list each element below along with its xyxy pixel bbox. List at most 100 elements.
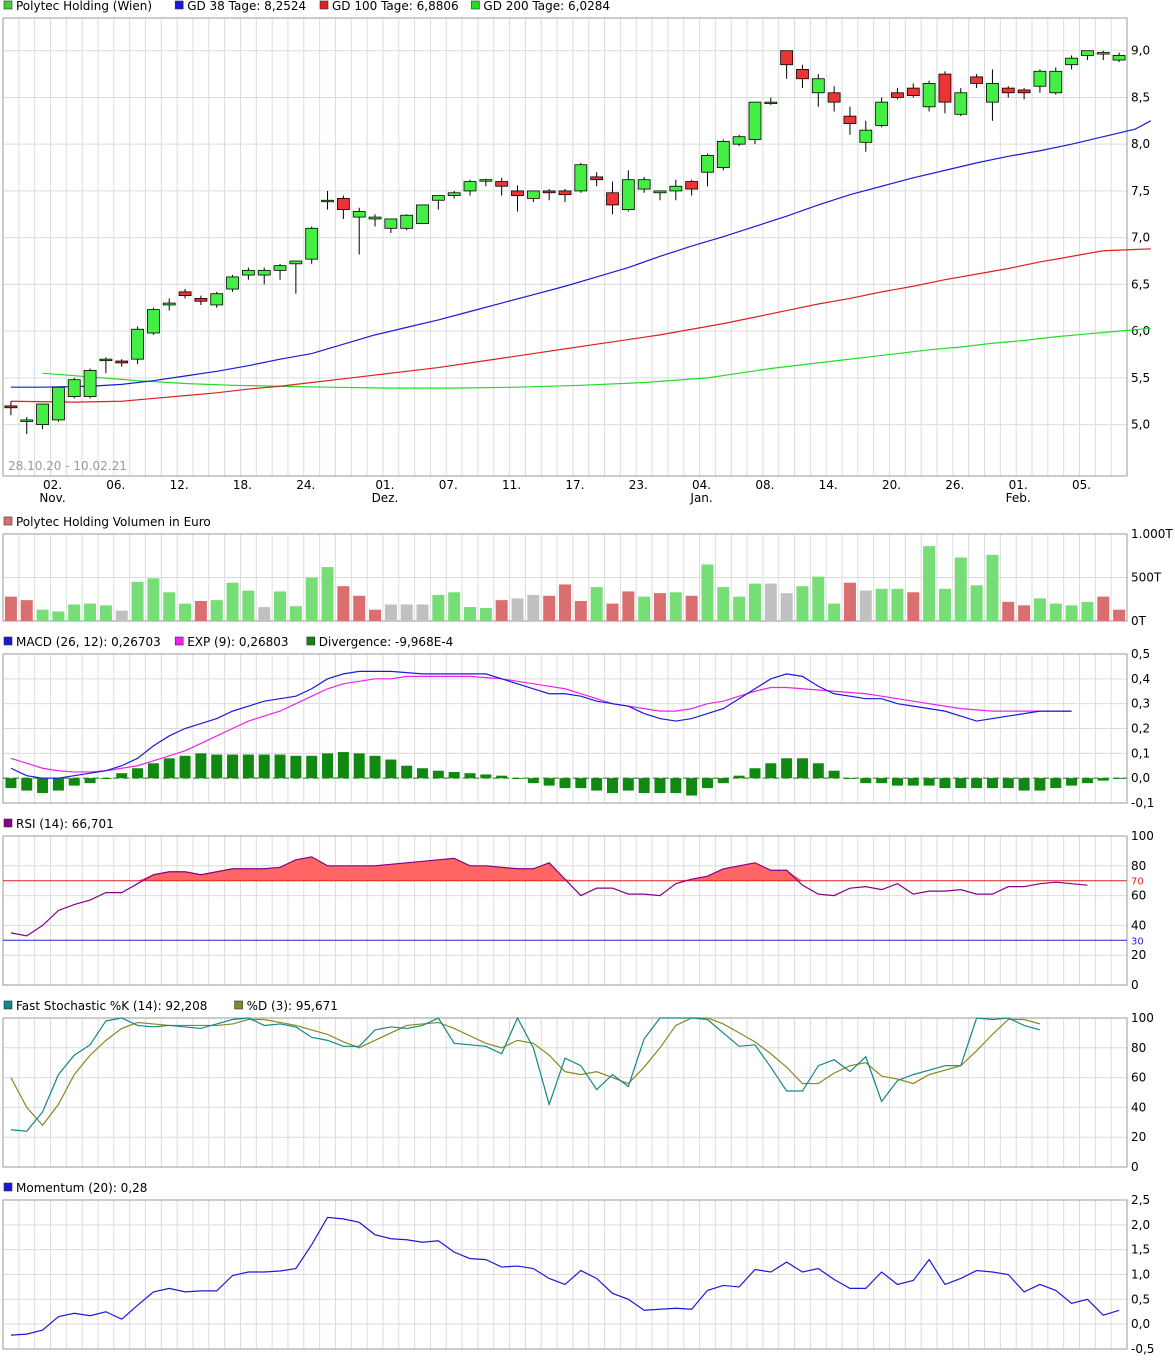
volume-bar <box>321 567 334 621</box>
xtick-month-label: Jan. <box>689 491 712 505</box>
stochastic-panel-frame <box>2 1017 1128 1168</box>
volume-bar <box>147 578 160 621</box>
candle-body <box>210 293 224 306</box>
candle-body <box>732 136 746 145</box>
candle-body <box>479 179 493 182</box>
volume-bar <box>796 586 809 621</box>
legend-swatch <box>3 0 13 10</box>
macd-ytick-label: 0,3 <box>1131 697 1150 711</box>
volume-bar <box>843 582 856 621</box>
candle-body <box>273 265 287 271</box>
divergence-bar <box>353 753 365 779</box>
divergence-bar <box>670 778 682 794</box>
stochastic-ytick-label: 80 <box>1131 1041 1146 1055</box>
price-ytick-label: 7,5 <box>1131 184 1150 198</box>
candle-body <box>305 227 319 260</box>
xtick-label: 18. <box>233 478 252 492</box>
stochastic-ytick-label: 40 <box>1131 1100 1146 1114</box>
macd-ytick-label: 0,4 <box>1131 672 1150 686</box>
momentum-ytick-label: 0,5 <box>1131 1292 1150 1306</box>
legend-swatch <box>471 0 480 10</box>
momentum-ytick-label: 1,0 <box>1131 1268 1150 1282</box>
divergence-bar <box>5 778 17 789</box>
macd-panel-border <box>2 653 1128 804</box>
price-panel-border <box>2 17 1128 477</box>
legend-label: %D (3): 95,671 <box>247 999 338 1013</box>
candle-body <box>1017 89 1031 94</box>
rsi-ytick-label: 0 <box>1131 978 1139 992</box>
volume-bar <box>337 586 350 621</box>
divergence-bar <box>860 778 872 784</box>
volume-bar <box>52 611 65 621</box>
volume-bar <box>574 600 587 621</box>
volume-bar <box>907 592 920 621</box>
candle-body <box>67 379 81 397</box>
volume-bar <box>274 591 287 621</box>
legend-label: MACD (26, 12): 0,26703 <box>16 635 161 649</box>
divergence-bar <box>227 754 239 779</box>
rsi-ytick-label: 40 <box>1131 918 1146 932</box>
divergence-bar <box>417 768 429 779</box>
xtick-label: 17. <box>565 478 584 492</box>
volume-bar <box>970 585 983 621</box>
divergence-bar <box>163 758 175 779</box>
candle-body <box>606 192 619 206</box>
divergence-bar <box>606 778 618 794</box>
gd100-line <box>10 248 1151 403</box>
candle-body <box>131 328 144 360</box>
legend-swatch <box>3 636 13 646</box>
candle-body <box>621 179 635 211</box>
divergence-bar <box>591 778 603 791</box>
legend-swatch <box>3 818 13 828</box>
candle-body <box>748 101 762 140</box>
candle-body <box>194 298 208 302</box>
divergence-bar <box>84 778 96 784</box>
volume-bar <box>194 600 207 621</box>
volume-bar <box>986 554 999 621</box>
stoch-k-line <box>10 1016 1041 1132</box>
candle-body <box>827 92 841 103</box>
volume-bar <box>748 583 761 621</box>
xtick-label: 14. <box>819 478 838 492</box>
rsi-ytick-label: 20 <box>1131 948 1146 962</box>
rsi-overbought-area <box>10 856 1088 881</box>
candle-body <box>20 419 34 422</box>
legend-swatch <box>174 636 184 646</box>
divergence-bar <box>1034 778 1046 791</box>
candle-body <box>352 211 366 218</box>
candle-body <box>99 358 113 362</box>
divergence-bar <box>401 765 413 779</box>
candle-body <box>226 276 239 290</box>
volume-bar <box>701 564 714 621</box>
legend-swatch <box>174 0 184 10</box>
candle-body <box>542 190 556 194</box>
divergence-bar <box>749 768 761 779</box>
stochastic-ytick-label: 100 <box>1131 1011 1154 1025</box>
divergence-bar <box>812 763 824 779</box>
candle-body <box>431 195 445 201</box>
volume-bar <box>448 592 461 621</box>
legend-swatch <box>319 0 329 10</box>
volume-bar <box>559 584 571 621</box>
divergence-bar <box>242 754 254 779</box>
divergence-bar <box>274 754 286 779</box>
volume-bar <box>622 591 635 621</box>
candle-body <box>336 197 350 211</box>
volume-bar <box>1081 601 1094 621</box>
divergence-bar <box>306 755 318 779</box>
xtick-label: 26. <box>945 478 964 492</box>
divergence-bar <box>527 778 539 784</box>
volume-bar <box>258 607 271 621</box>
candle-body <box>637 179 651 190</box>
volume-ytick-label: 0T <box>1131 614 1147 628</box>
candle-body <box>146 309 160 334</box>
legend-label: GD 100 Tage: 6,8806 <box>332 0 459 13</box>
candle-body <box>4 405 18 409</box>
volume-bar <box>400 604 413 621</box>
divergence-bar <box>432 770 444 779</box>
divergence-bar <box>132 768 144 779</box>
volume-bar <box>590 587 603 621</box>
xtick-label: 01. <box>1009 478 1028 492</box>
divergence-bar <box>464 773 476 779</box>
xtick-label: 01. <box>375 478 394 492</box>
